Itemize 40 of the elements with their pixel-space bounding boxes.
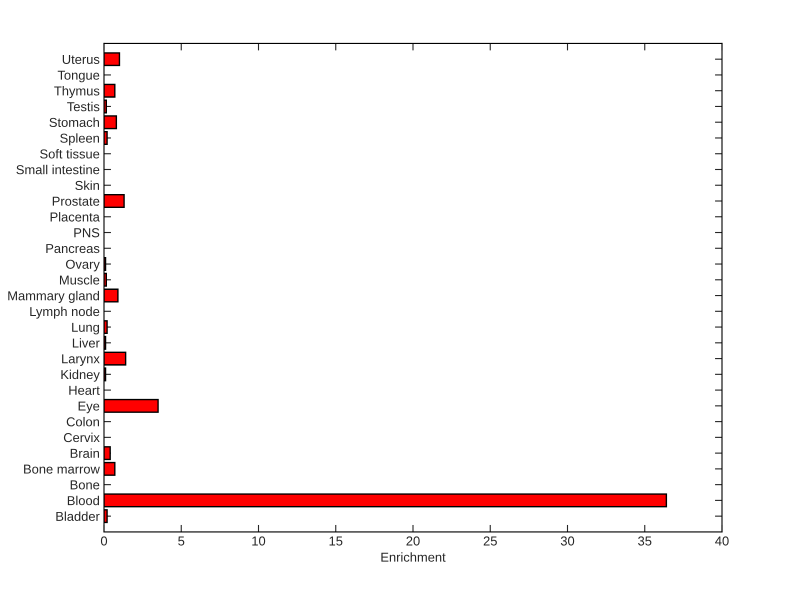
y-tick-label: Liver	[72, 338, 100, 348]
y-tick-label: Bone	[70, 480, 100, 490]
y-tick-label: Blood	[68, 496, 100, 506]
y-tick-label: Ovary	[66, 260, 100, 272]
y-tick-label: Placenta	[50, 212, 100, 222]
y-tick-label: Stomach	[49, 118, 99, 128]
x-tick-label: 15	[330, 536, 342, 546]
y-tick-label: Mammary gland	[8, 290, 100, 303]
y-tick-label: Muscle	[60, 275, 100, 285]
y-tick-label: Thymus	[54, 86, 100, 98]
x-tick-label: 20	[406, 536, 420, 546]
y-tick-label: Soft tissue	[40, 149, 100, 159]
y-tick-label: Lung	[72, 322, 100, 334]
y-tick-label: Skin	[75, 180, 99, 190]
x-tick-label: 10	[252, 536, 266, 546]
y-tick-label: Kidney	[61, 370, 100, 382]
y-tick-label: Lymph node	[30, 306, 100, 319]
y-tick-label: Spleen	[60, 133, 99, 146]
y-tick-label: Pancreas	[46, 244, 100, 254]
x-tick-label: 25	[484, 536, 497, 546]
x-tick-label: 40	[715, 536, 729, 546]
y-tick-label: Eye	[78, 402, 100, 414]
x-axis-title: Enrichment	[381, 552, 446, 562]
y-tick-label: Testis	[67, 102, 100, 112]
x-tick-label: 0	[100, 536, 108, 546]
y-tick-label: Larynx	[62, 354, 100, 366]
y-tick-label: Heart	[69, 386, 100, 395]
y-tick-label: Bone marrow	[24, 464, 100, 474]
y-tick-label: Prostate	[52, 196, 100, 206]
y-tick-label: PNS	[74, 228, 100, 238]
y-tick-label: Tongue	[58, 70, 100, 82]
y-tick-label: Cervix	[64, 432, 100, 442]
y-tick-label: Brain	[70, 448, 99, 458]
y-tick-label: Uterus	[62, 54, 100, 64]
y-tick-label: Bladder	[56, 511, 100, 521]
x-tick-label: 35	[638, 536, 652, 546]
x-tick-label: 30	[560, 536, 574, 546]
x-tick-label: 5	[178, 536, 184, 546]
y-tick-label: Small intestine	[16, 164, 100, 174]
y-tick-label: Colon	[66, 416, 99, 426]
